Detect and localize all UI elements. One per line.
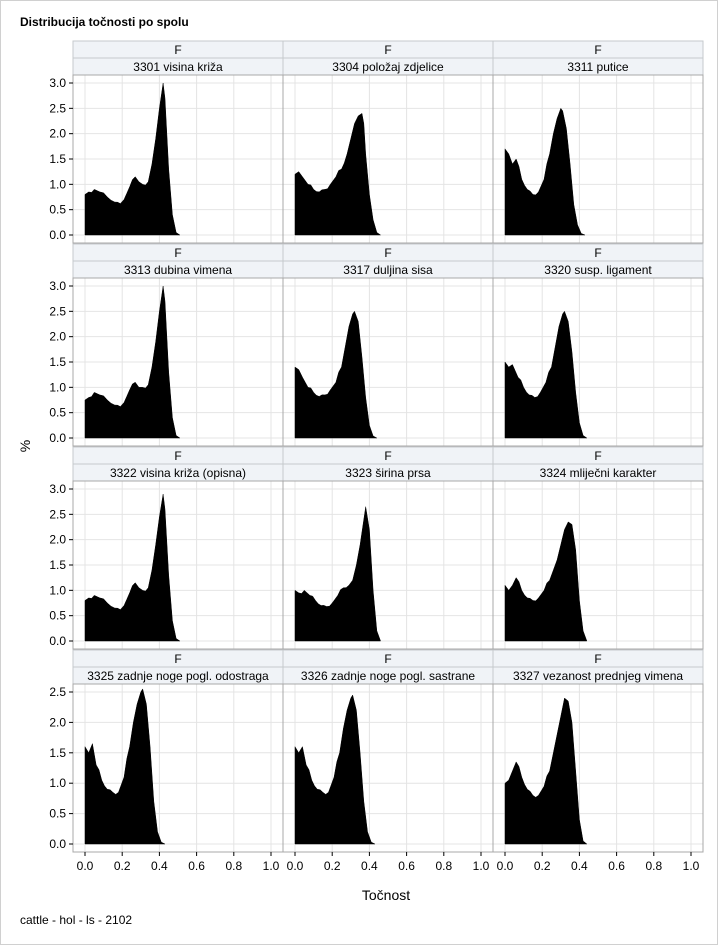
x-tick-label: 0.2 xyxy=(534,859,551,873)
y-tick-label: 2.0 xyxy=(49,715,66,729)
histogram-area xyxy=(84,494,181,642)
y-tick-label: 0.5 xyxy=(49,807,66,821)
x-tick-label: 0.0 xyxy=(287,859,304,873)
histogram-area xyxy=(504,521,588,642)
facet-strip-sex-label: F xyxy=(384,449,391,463)
facet-strip-trait-label: 3320 susp. ligament xyxy=(544,263,652,277)
facet-strip-trait-label: 3301 visina križa xyxy=(133,60,223,74)
y-tick-label: 2.0 xyxy=(49,127,66,141)
x-tick-label: 0.8 xyxy=(225,859,242,873)
facet-strip-sex-label: F xyxy=(594,246,601,260)
x-tick-label: 1.0 xyxy=(263,859,280,873)
footnote: cattle - hol - ls - 2102 xyxy=(20,913,133,927)
panel-border xyxy=(492,683,704,853)
x-axis-label: Točnost xyxy=(362,887,410,903)
y-tick-label: 1.5 xyxy=(49,746,66,760)
y-tick-label: 2.5 xyxy=(49,685,66,699)
facet-strip-sex-label: F xyxy=(174,652,181,666)
histogram-area xyxy=(84,82,181,236)
facet-strip-trait-label: 3325 zadnje noge pogl. odostraga xyxy=(87,669,269,683)
y-tick-label: 1.0 xyxy=(49,583,66,597)
y-tick-label: 1.5 xyxy=(49,355,66,369)
facet-strip-sex-label: F xyxy=(384,43,391,57)
y-tick-label: 0.5 xyxy=(49,406,66,420)
panel-border xyxy=(492,480,704,650)
facet-strip-trait-label: 3304 položaj zdjelice xyxy=(332,60,444,74)
histogram-area xyxy=(294,506,381,642)
x-tick-label: 0.6 xyxy=(608,859,625,873)
histogram-area xyxy=(504,107,586,236)
facet-strip-sex-label: F xyxy=(174,246,181,260)
facet-strip-trait-label: 3317 duljina sisa xyxy=(343,263,433,277)
panel-border xyxy=(492,277,704,447)
y-tick-label: 0.5 xyxy=(49,203,66,217)
facet-strip-trait-label: 3313 dubina vimena xyxy=(124,263,232,277)
facet-strip-trait-label: 3326 zadnje noge pogl. sastrane xyxy=(301,669,475,683)
facet-strip-sex-label: F xyxy=(594,652,601,666)
facet-strip-sex-label: F xyxy=(384,246,391,260)
x-tick-label: 0.4 xyxy=(361,859,378,873)
y-tick-label: 0.0 xyxy=(49,431,66,445)
x-tick-label: 0.8 xyxy=(645,859,662,873)
y-axis-label: % xyxy=(17,440,33,452)
y-tick-label: 0.0 xyxy=(49,228,66,242)
panel-border xyxy=(492,74,704,244)
x-tick-label: 0.0 xyxy=(77,859,94,873)
x-tick-label: 0.2 xyxy=(324,859,341,873)
y-tick-label: 2.0 xyxy=(49,533,66,547)
histogram-area xyxy=(504,310,588,439)
y-tick-label: 0.0 xyxy=(49,837,66,851)
y-tick-label: 0.0 xyxy=(49,634,66,648)
x-tick-label: 0.8 xyxy=(435,859,452,873)
y-tick-label: 1.0 xyxy=(49,776,66,790)
x-tick-label: 0.2 xyxy=(114,859,131,873)
y-tick-label: 0.5 xyxy=(49,609,66,623)
facet-strip-sex-label: F xyxy=(594,43,601,57)
x-tick-label: 0.0 xyxy=(497,859,514,873)
histogram-area xyxy=(294,310,377,439)
y-tick-label: 3.0 xyxy=(49,279,66,293)
y-tick-label: 3.0 xyxy=(49,76,66,90)
x-tick-label: 0.4 xyxy=(571,859,588,873)
y-tick-label: 2.0 xyxy=(49,330,66,344)
facet-strip-sex-label: F xyxy=(174,449,181,463)
y-tick-label: 1.0 xyxy=(49,380,66,394)
y-tick-label: 1.5 xyxy=(49,558,66,572)
x-tick-label: 1.0 xyxy=(473,859,490,873)
y-tick-label: 2.5 xyxy=(49,101,66,115)
y-tick-label: 3.0 xyxy=(49,482,66,496)
facet-strip-sex-label: F xyxy=(384,652,391,666)
y-tick-label: 1.5 xyxy=(49,152,66,166)
x-tick-label: 0.4 xyxy=(151,859,168,873)
y-tick-label: 1.0 xyxy=(49,177,66,191)
histogram-area xyxy=(504,697,588,845)
facet-strip-trait-label: 3322 visina križa (opisna) xyxy=(110,466,246,480)
facet-strip-sex-label: F xyxy=(594,449,601,463)
facet-strip-trait-label: 3323 širina prsa xyxy=(345,466,431,480)
facet-strip-trait-label: 3327 vezanost prednjeg vimena xyxy=(513,669,683,683)
facet-strip-trait-label: 3324 mliječni karakter xyxy=(540,466,657,480)
y-tick-label: 2.5 xyxy=(49,507,66,521)
facet-strip-trait-label: 3311 putice xyxy=(567,60,628,74)
histogram-area xyxy=(294,694,376,845)
histogram-area xyxy=(84,285,181,439)
x-tick-label: 0.6 xyxy=(188,859,205,873)
facet-strip-sex-label: F xyxy=(174,43,181,57)
x-tick-label: 0.6 xyxy=(398,859,415,873)
y-tick-label: 2.5 xyxy=(49,304,66,318)
chart-title: Distribucija točnosti po spolu xyxy=(20,15,189,29)
x-tick-label: 1.0 xyxy=(683,859,700,873)
histogram-area xyxy=(294,112,382,236)
histogram-area xyxy=(84,688,166,845)
